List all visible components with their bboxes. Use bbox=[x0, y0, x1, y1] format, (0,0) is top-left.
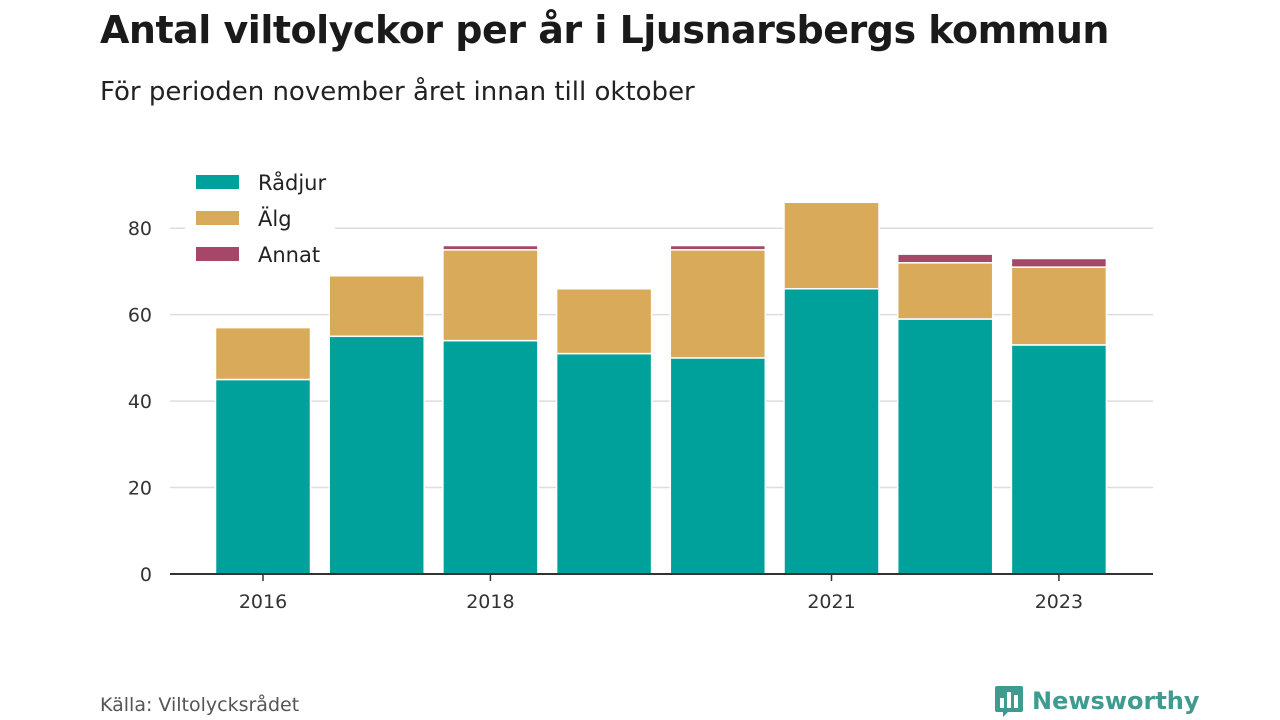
bar-segment bbox=[669, 249, 767, 359]
bar-segment bbox=[896, 253, 994, 264]
bar-segment bbox=[1010, 266, 1108, 346]
y-tick-label: 0 bbox=[140, 564, 152, 586]
legend-swatch bbox=[196, 247, 239, 261]
bar-segment bbox=[896, 262, 994, 320]
bar-segment bbox=[214, 378, 312, 575]
brand-name: Newsworthy bbox=[1032, 687, 1200, 715]
bar-segment bbox=[555, 352, 653, 575]
bar-segment bbox=[783, 201, 880, 290]
bar-segment bbox=[555, 287, 653, 355]
y-tick-label: 40 bbox=[128, 391, 152, 413]
legend-label: Älg bbox=[258, 206, 292, 231]
bar-segment bbox=[442, 249, 539, 342]
bar-segment bbox=[442, 339, 539, 575]
bar-segment bbox=[669, 244, 767, 251]
y-tick-label: 80 bbox=[128, 218, 152, 240]
legend-label: Rådjur bbox=[258, 170, 326, 195]
legend-swatch bbox=[196, 175, 239, 189]
bar-segment bbox=[896, 318, 994, 575]
source-note: Källa: Viltolycksrådet bbox=[100, 694, 300, 716]
bar-segment bbox=[669, 357, 767, 575]
x-tick-label: 2016 bbox=[239, 591, 287, 613]
bar-segment bbox=[783, 287, 880, 575]
legend-swatch bbox=[196, 211, 239, 225]
y-tick-label: 20 bbox=[128, 478, 152, 500]
bar-segment bbox=[328, 275, 425, 338]
bar-segment bbox=[1010, 344, 1108, 575]
chart-subtitle: För perioden november året innan till ok… bbox=[100, 77, 695, 107]
x-tick-label: 2018 bbox=[466, 591, 514, 613]
x-tick-label: 2023 bbox=[1035, 591, 1083, 613]
bar-chart-bubble-icon bbox=[995, 686, 1023, 717]
chart-title: Antal viltolyckor per år i Ljusnarsbergs… bbox=[100, 8, 1109, 52]
bar-segment bbox=[442, 244, 539, 251]
bar-segment bbox=[214, 326, 312, 381]
y-tick-label: 60 bbox=[128, 305, 152, 327]
brand-logo: Newsworthy bbox=[994, 684, 1200, 718]
legend-label: Annat bbox=[258, 243, 320, 267]
x-tick-label: 2021 bbox=[807, 591, 855, 613]
bar-segment bbox=[1010, 257, 1108, 268]
bar-segment bbox=[328, 335, 425, 575]
